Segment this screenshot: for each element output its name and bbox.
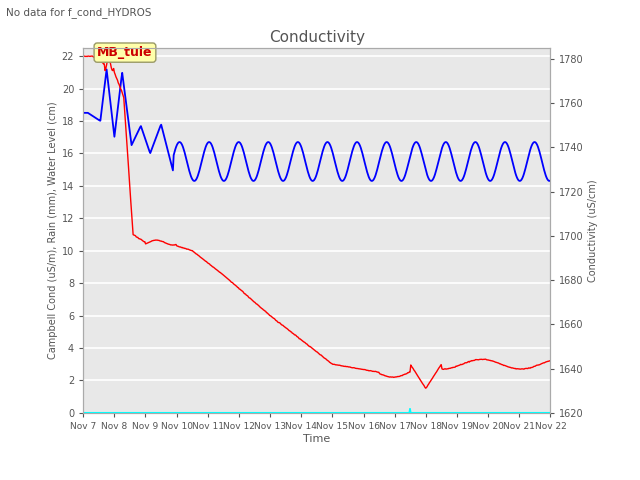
Y-axis label: Conductivity (uS/cm): Conductivity (uS/cm) <box>588 179 598 282</box>
Title: Conductivity: Conductivity <box>269 30 365 46</box>
Text: No data for f_cond_HYDROS: No data for f_cond_HYDROS <box>6 7 152 18</box>
X-axis label: Time: Time <box>303 433 330 444</box>
Y-axis label: Campbell Cond (uS/m), Rain (mm), Water Level (cm): Campbell Cond (uS/m), Rain (mm), Water L… <box>47 102 58 359</box>
Text: MB_tule: MB_tule <box>97 46 153 59</box>
